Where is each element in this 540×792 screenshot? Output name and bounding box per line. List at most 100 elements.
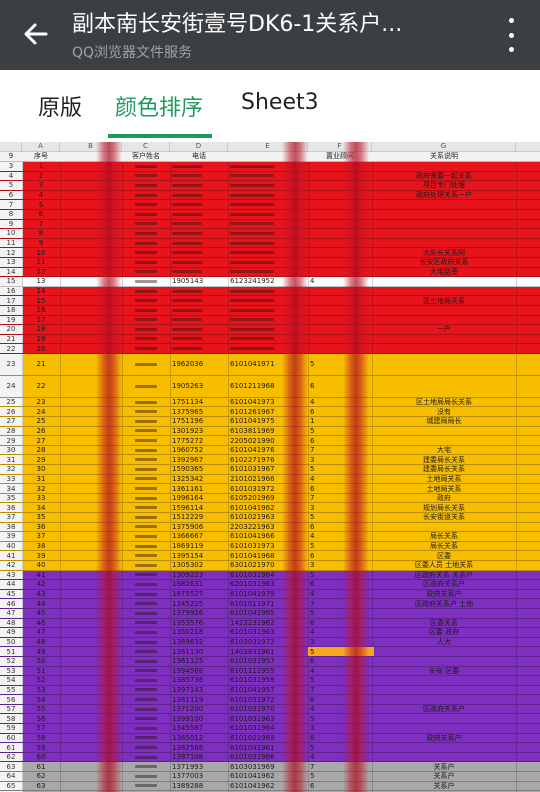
relationship-note-cell[interactable]: 关系户 <box>433 772 455 781</box>
adviser-cell[interactable]: 1 <box>310 417 315 426</box>
adviser-cell[interactable] <box>308 200 374 209</box>
relationship-note-cell[interactable]: 区政府关系户 <box>423 580 465 589</box>
customer-name-cell[interactable] <box>122 287 170 296</box>
sequence-cell[interactable]: 39 <box>36 551 46 560</box>
relationship-note-cell[interactable]: 人大 <box>437 638 451 647</box>
relationship-note-cell[interactable]: 政府需要一起关系 <box>416 171 472 180</box>
phone-cell[interactable] <box>170 287 230 296</box>
table-row[interactable]: 29 27 1775272 2205021990 6 <box>0 436 540 446</box>
sequence-cell[interactable]: 3 <box>38 181 44 190</box>
customer-name-cell[interactable] <box>122 513 170 522</box>
sequence-cell[interactable]: 28 <box>36 446 46 455</box>
sequence-cell[interactable]: 60 <box>36 753 46 762</box>
phone-cell[interactable]: 1375965 <box>172 407 204 416</box>
table-row[interactable]: 40 38 1869119 6101031973 5 局长关系 <box>0 541 540 552</box>
id-number-cell[interactable]: 6101031959 <box>230 676 275 685</box>
id-number-cell[interactable]: 6101031964 <box>230 724 275 733</box>
adviser-cell[interactable]: 7 <box>310 685 315 694</box>
phone-cell[interactable] <box>170 325 230 334</box>
phone-cell[interactable]: 1962036 <box>172 360 204 369</box>
adviser-cell[interactable]: 5 <box>310 772 315 781</box>
relationship-note-cell[interactable]: 土地局关系 <box>426 474 462 483</box>
adviser-cell[interactable]: 6 <box>310 522 315 531</box>
relationship-note-cell[interactable] <box>372 220 516 229</box>
customer-name-cell[interactable] <box>122 686 170 695</box>
phone-cell[interactable]: 1385736 <box>172 676 204 685</box>
relationship-note-cell[interactable]: 区委 <box>437 551 451 560</box>
customer-name-cell[interactable] <box>122 354 170 375</box>
customer-name-cell[interactable] <box>122 503 170 512</box>
id-number-cell[interactable] <box>228 296 310 305</box>
relationship-note-cell[interactable]: 政府关系户 <box>426 733 462 742</box>
adviser-cell[interactable]: 4 <box>310 666 315 675</box>
column-header-letter[interactable]: F <box>308 142 372 151</box>
phone-cell[interactable]: 1960752 <box>172 446 204 455</box>
id-number-cell[interactable]: 2101021966 <box>230 474 275 483</box>
customer-name-cell[interactable] <box>122 590 170 599</box>
id-number-cell[interactable] <box>228 239 310 248</box>
sequence-cell[interactable]: 22 <box>36 382 46 391</box>
sequence-cell[interactable]: 38 <box>36 542 46 551</box>
phone-cell[interactable] <box>170 296 230 305</box>
adviser-cell[interactable]: 5 <box>308 647 374 656</box>
customer-name-cell[interactable] <box>122 325 170 334</box>
id-number-cell[interactable]: 6102271976 <box>230 455 275 464</box>
table-row[interactable]: 28 26 1301923 6103811969 5 <box>0 426 540 437</box>
phone-cell[interactable]: 1590365 <box>172 465 204 474</box>
relationship-note-cell[interactable]: 大宅路旁 <box>430 267 458 276</box>
phone-cell[interactable]: 1594588 <box>172 666 204 675</box>
customer-name-cell[interactable] <box>122 417 170 426</box>
id-number-cell[interactable] <box>228 191 310 200</box>
phone-cell[interactable] <box>170 248 230 257</box>
id-number-cell[interactable]: 6101041968 <box>230 551 275 560</box>
more-options-button[interactable] <box>504 18 518 52</box>
adviser-cell[interactable] <box>308 344 374 353</box>
table-row[interactable]: 46 44 1345225 6101011971 7 区政府关系户 土地 <box>0 599 540 609</box>
id-number-cell[interactable]: 6101031963 <box>230 628 275 637</box>
id-number-cell[interactable]: 6101031970 <box>230 705 275 714</box>
back-button[interactable] <box>20 18 52 50</box>
relationship-note-cell[interactable]: 一户 <box>437 325 451 334</box>
relationship-note-cell[interactable]: 大宅 <box>437 446 451 455</box>
id-number-cell[interactable]: 6101031972 <box>230 695 275 704</box>
table-row[interactable]: 12 10 大队长关系网 <box>0 248 540 258</box>
adviser-cell[interactable]: 7 <box>310 494 315 503</box>
sequence-cell[interactable]: 19 <box>36 334 46 343</box>
id-number-cell[interactable] <box>228 316 310 325</box>
customer-name-cell[interactable] <box>122 398 170 407</box>
adviser-cell[interactable] <box>308 191 374 200</box>
sequence-cell[interactable]: 23 <box>36 398 46 407</box>
table-row[interactable]: 30 28 1960752 6101041976 7 大宅 <box>0 445 540 456</box>
id-number-cell[interactable] <box>228 287 310 296</box>
id-number-cell[interactable]: 6101041962 <box>230 772 275 781</box>
id-number-cell[interactable]: 6101031973 <box>230 542 275 551</box>
phone-cell[interactable]: 1389288 <box>172 781 204 790</box>
adviser-cell[interactable]: 5 <box>310 570 315 579</box>
adviser-cell[interactable] <box>308 287 374 296</box>
sequence-cell[interactable]: 17 <box>36 315 46 324</box>
table-row[interactable]: 54 52 1385736 6101031959 5 <box>0 676 540 686</box>
table-row[interactable]: 32 30 1590365 6101031967 5 建委局长关系 <box>0 465 540 475</box>
phone-cell[interactable]: 1905263 <box>172 382 204 391</box>
table-row[interactable]: 14 12 大宅路旁 <box>0 267 540 278</box>
sequence-cell[interactable]: 56 <box>36 714 46 723</box>
table-row[interactable]: 51 49 1361130 1403831961 5 <box>0 647 540 657</box>
id-number-cell[interactable]: 6101041966 <box>230 532 275 541</box>
sequence-cell[interactable]: 46 <box>36 618 46 627</box>
table-row[interactable]: 25 23 1751134 6101041973 4 区土地局局长关系 <box>0 397 540 408</box>
phone-cell[interactable] <box>170 306 230 315</box>
customer-name-cell[interactable] <box>122 162 170 171</box>
id-number-cell[interactable] <box>228 229 310 238</box>
sequence-cell[interactable]: 8 <box>38 229 44 238</box>
table-row[interactable]: 6 4 政府处理关系一户 <box>0 190 540 201</box>
id-number-cell[interactable] <box>228 325 310 334</box>
sequence-cell[interactable]: 53 <box>36 685 46 694</box>
table-row[interactable]: 58 56 1399100 6101031963 5 <box>0 714 540 725</box>
adviser-cell[interactable]: 3 <box>310 455 315 464</box>
table-row[interactable]: 26 24 1375965 6101261967 6 没有 <box>0 407 540 418</box>
sequence-cell[interactable]: 25 <box>36 417 46 426</box>
phone-cell[interactable] <box>170 229 230 238</box>
column-header-letter[interactable]: D <box>170 142 228 151</box>
adviser-cell[interactable]: 4 <box>310 753 315 762</box>
